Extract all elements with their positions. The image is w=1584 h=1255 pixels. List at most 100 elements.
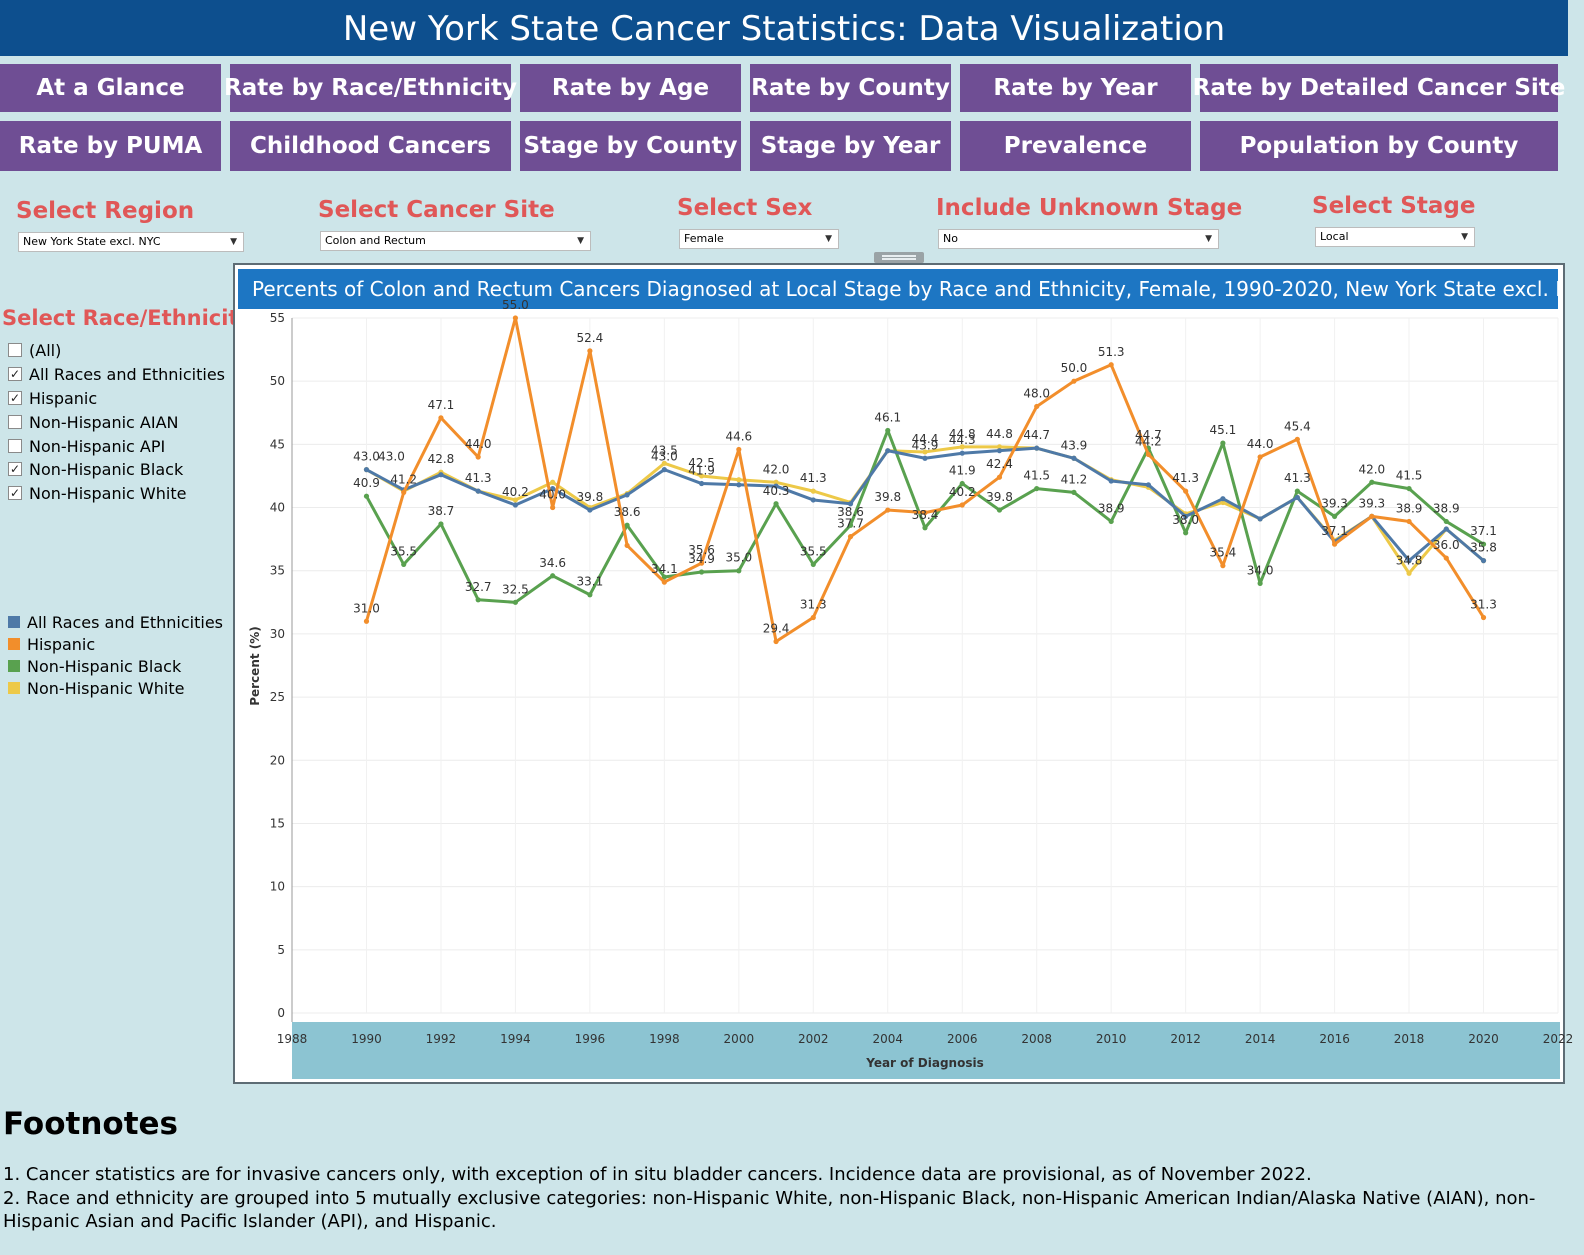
- x-tick-label: 2016: [1319, 1032, 1350, 1046]
- nav-rate-by-puma[interactable]: Rate by PUMA: [0, 121, 221, 171]
- nav-at-a-glance[interactable]: At a Glance: [0, 64, 221, 112]
- resize-handle[interactable]: [874, 252, 924, 263]
- nav-stage-by-county[interactable]: Stage by County: [520, 121, 741, 171]
- race-option-hispanic[interactable]: ✓ Hispanic: [8, 387, 97, 409]
- page-title: New York State Cancer Statistics: Data V…: [0, 0, 1568, 56]
- data-point: [1145, 482, 1152, 488]
- checkbox-checked-icon[interactable]: ✓: [8, 391, 22, 405]
- data-label: 41.9: [949, 464, 976, 478]
- x-tick-label: 1992: [426, 1032, 457, 1046]
- nav-stage-by-year[interactable]: Stage by Year: [750, 121, 951, 171]
- chevron-down-icon: ▼: [230, 237, 237, 247]
- data-point: [996, 448, 1003, 454]
- region-dropdown[interactable]: New York State excl. NYC ▼: [18, 232, 244, 252]
- y-tick-label: 40: [270, 501, 285, 515]
- legend-item: Non-Hispanic Black: [8, 656, 181, 676]
- data-point: [736, 568, 742, 574]
- data-label: 37.1: [1321, 524, 1348, 538]
- data-point: [996, 444, 1003, 450]
- chevron-down-icon: ▼: [1205, 234, 1212, 244]
- sex-dropdown[interactable]: Female ▼: [679, 229, 839, 249]
- race-option-label: Non-Hispanic Black: [29, 459, 184, 479]
- nav-rate-by-age[interactable]: Rate by Age: [520, 64, 741, 112]
- data-point: [1257, 580, 1263, 586]
- y-tick-label: 20: [270, 753, 285, 767]
- data-label: 41.5: [1023, 469, 1050, 483]
- data-label: 38.7: [428, 504, 455, 518]
- data-label: 42.5: [688, 456, 715, 470]
- race-option-all[interactable]: (All): [8, 339, 61, 361]
- nav-rate-by-year[interactable]: Rate by Year: [960, 64, 1191, 112]
- legend-swatch: [8, 616, 20, 628]
- data-point: [847, 522, 854, 528]
- nav-prevalence[interactable]: Prevalence: [960, 121, 1191, 171]
- stage-dropdown[interactable]: Local ▼: [1315, 227, 1475, 247]
- region-label: Select Region: [16, 198, 195, 224]
- data-point: [1331, 513, 1338, 519]
- data-label: 35.0: [725, 551, 752, 565]
- data-point: [810, 497, 816, 503]
- race-option-non-hispanic-white[interactable]: ✓ Non-Hispanic White: [8, 482, 186, 504]
- region-value: New York State excl. NYC: [23, 235, 161, 248]
- data-label: 41.3: [800, 471, 827, 485]
- data-label: 31.0: [353, 601, 380, 615]
- race-option-non-hispanic-api[interactable]: Non-Hispanic API: [8, 435, 165, 457]
- data-point: [996, 507, 1003, 513]
- checkbox-icon[interactable]: [8, 343, 22, 357]
- checkbox-icon[interactable]: [8, 415, 22, 429]
- chevron-down-icon: ▼: [825, 234, 832, 244]
- legend-item: Non-Hispanic White: [8, 678, 184, 698]
- data-point: [773, 479, 779, 485]
- checkbox-checked-icon[interactable]: ✓: [8, 486, 22, 500]
- data-point: [475, 454, 481, 460]
- legend-label: All Races and Ethnicities: [27, 612, 223, 632]
- unknown-stage-dropdown[interactable]: No ▼: [938, 229, 1219, 249]
- checkbox-checked-icon[interactable]: ✓: [8, 462, 22, 476]
- data-point: [550, 485, 556, 492]
- data-point: [996, 474, 1003, 480]
- cancer-site-dropdown[interactable]: Colon and Rectum ▼: [320, 231, 591, 251]
- data-label: 35.6: [688, 543, 715, 557]
- nav-population-by-county[interactable]: Population by County: [1200, 121, 1558, 171]
- data-point: [959, 450, 965, 456]
- data-point: [959, 444, 965, 450]
- data-point: [922, 449, 928, 455]
- x-tick-label: 2010: [1096, 1032, 1127, 1046]
- y-tick-label: 15: [270, 816, 285, 830]
- data-label: 39.8: [874, 490, 901, 504]
- race-option-label: All Races and Ethnicities: [29, 364, 225, 384]
- data-label: 41.2: [390, 472, 417, 486]
- data-label: 55.0: [502, 298, 529, 312]
- footnotes-title: Footnotes: [3, 1106, 178, 1142]
- data-point: [661, 467, 667, 473]
- unknown-stage-value: No: [943, 232, 958, 245]
- y-tick-label: 5: [277, 943, 285, 957]
- data-label: 43.0: [651, 450, 678, 464]
- data-point: [1369, 479, 1375, 485]
- data-point: [1034, 445, 1040, 451]
- checkbox-icon[interactable]: [8, 439, 22, 453]
- race-option-non-hispanic-aian[interactable]: Non-Hispanic AIAN: [8, 411, 179, 433]
- x-tick-label: 1998: [649, 1032, 680, 1046]
- data-label: 52.4: [577, 331, 604, 345]
- nav-rate-by-detailed-site[interactable]: Rate by Detailed Cancer Site: [1193, 64, 1565, 112]
- nav-rate-by-race[interactable]: Rate by Race/Ethnicity: [224, 64, 517, 112]
- sex-value: Female: [684, 232, 724, 245]
- data-label: 44.2: [1135, 434, 1162, 448]
- race-option-non-hispanic-black[interactable]: ✓ Non-Hispanic Black: [8, 458, 183, 480]
- data-point: [1257, 516, 1263, 522]
- race-option-all-races-and-ethnicities[interactable]: ✓ All Races and Ethnicities: [8, 363, 225, 385]
- data-label: 38.9: [1098, 501, 1125, 515]
- data-point: [550, 573, 556, 579]
- nav-rate-by-county[interactable]: Rate by County: [750, 64, 951, 112]
- checkbox-checked-icon[interactable]: ✓: [8, 367, 22, 381]
- nav-childhood-cancers[interactable]: Childhood Cancers: [230, 121, 511, 171]
- data-point: [363, 467, 370, 473]
- data-label: 38.6: [837, 505, 864, 519]
- data-label: 40.0: [539, 488, 566, 502]
- data-label: 40.2: [949, 485, 976, 499]
- data-point: [810, 561, 816, 568]
- race-option-label: Hispanic: [29, 388, 98, 408]
- data-label: 34.1: [651, 562, 678, 576]
- cancer-site-label: Select Cancer Site: [318, 197, 555, 223]
